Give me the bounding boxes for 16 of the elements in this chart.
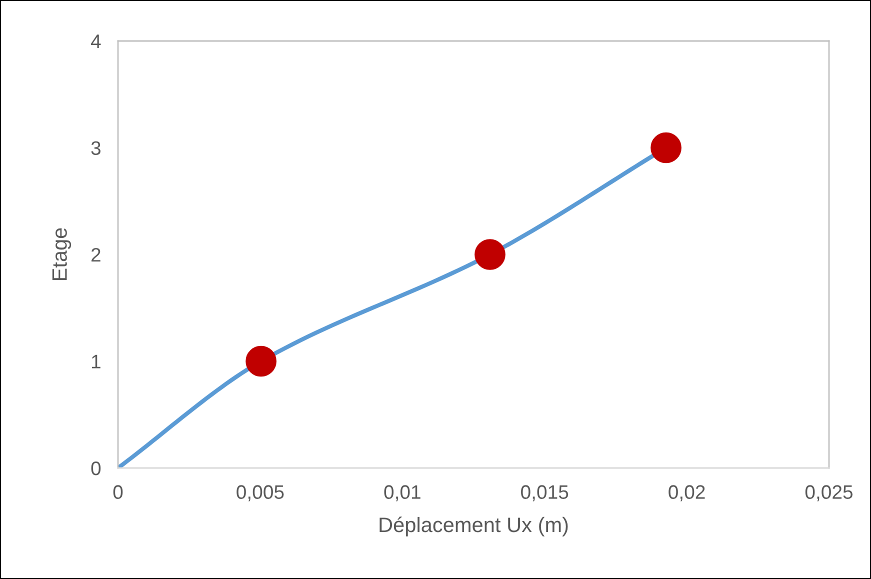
x-axis-title: Déplacement Ux (m): [380, 516, 568, 536]
point: [246, 346, 276, 377]
y-axis-title: Etage: [52, 228, 72, 280]
x-tick-label: 0,015: [521, 485, 568, 502]
x-tick-label: 0,005: [236, 485, 284, 502]
x-tick-label: 0: [113, 485, 123, 499]
point: [650, 132, 682, 164]
x-tick-label: 0,01: [384, 485, 420, 502]
y-tick-label: 0: [91, 461, 101, 476]
x-tick-label: 0,025: [805, 485, 853, 502]
y-tick-label: 2: [92, 248, 100, 262]
y-tick-label: 3: [91, 141, 100, 155]
point: [474, 239, 506, 270]
x-tick-label: 0,02: [668, 485, 705, 502]
y-tick-label: 1: [92, 354, 100, 368]
y-tick-label: 4: [90, 34, 101, 48]
